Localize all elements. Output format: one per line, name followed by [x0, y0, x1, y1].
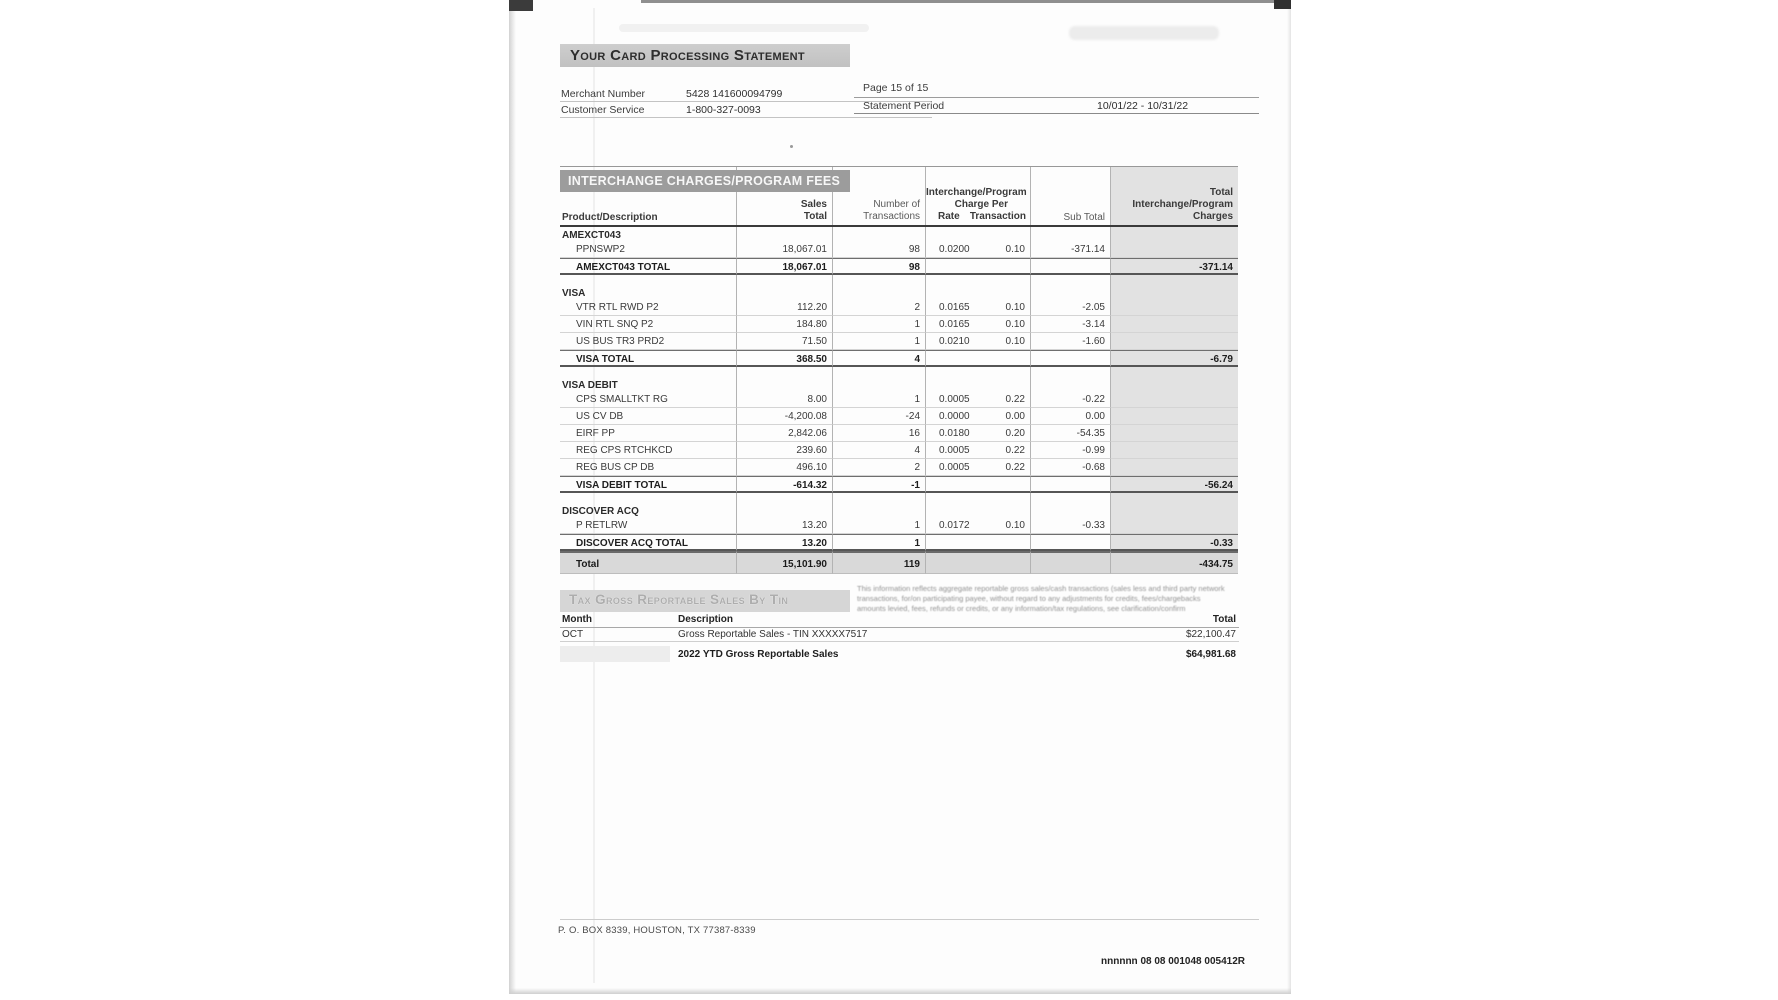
table-row: PPNSWP2 18,067.01 98 0.0200 0.10 -371.14 [560, 241, 1238, 258]
customer-service-row: Customer Service 1-800-327-0093 [560, 102, 932, 118]
tax-col-total: Total [1212, 614, 1236, 625]
customer-service-value: 1-800-327-0093 [686, 104, 761, 116]
tax-row-month: OCT [562, 629, 584, 640]
tax-table-header: Month Description Total [560, 614, 1239, 628]
statement-period-value: 10/01/22 - 10/31/22 [1097, 100, 1189, 112]
statement-period-row: Statement Period 10/01/22 - 10/31/22 [854, 97, 1259, 114]
tax-table: Month Description Total OCT Gross Report… [560, 614, 1239, 664]
fine-print-line: amounts levied, fees, refunds or credits… [857, 604, 1186, 613]
scan-smudge [560, 646, 670, 662]
table-row-group: AMEXCT043 [560, 227, 1238, 241]
table-row: CPS SMALLTKT RG 8.00 1 0.0005 0.22 -0.22 [560, 391, 1238, 408]
interchange-table-title: INTERCHANGE CHARGES/PROGRAM FEES [560, 170, 850, 192]
footer-code-bold: 001048 [1168, 956, 1202, 967]
table-total-row: AMEXCT043 TOTAL 18,067.01 98 -371.14 [560, 258, 1238, 275]
tax-col-month: Month [562, 614, 592, 625]
footer-code-suffix: 005412R [1201, 956, 1245, 967]
scan-dot [790, 145, 793, 148]
statement-title: Your Card Processing Statement [560, 44, 850, 67]
table-spacer-row [560, 367, 1238, 377]
scanned-statement-page: Your Card Processing Statement Merchant … [509, 0, 1291, 994]
col-rate-charge: Interchange/Program Charge Per Rate Tran… [925, 167, 1030, 225]
merchant-number-label: Merchant Number [561, 88, 646, 100]
table-row: VIN RTL SNQ P2 184.80 1 0.0165 0.10 -3.14 [560, 316, 1238, 333]
table-row: VTR RTL RWD P2 112.20 2 0.0165 0.10 -2.05 [560, 299, 1238, 316]
tax-section-title: Tax Gross Reportable Sales By Tin [560, 590, 850, 612]
col-sales-total: Sales Total [736, 167, 832, 225]
scan-smudge [1069, 26, 1219, 40]
tax-col-description: Description [678, 614, 734, 625]
merchant-info-block: Merchant Number 5428 141600094799 Custom… [560, 86, 932, 118]
footer-address: P. O. BOX 8339, HOUSTON, TX 77387-8339 [558, 925, 756, 936]
page-left-edge-shadow [509, 0, 516, 994]
table-row: REG CPS RTCHKCD 239.60 4 0.0005 0.22 -0.99 [560, 442, 1238, 459]
footer-code-prefix: nnnnnn 08 08 [1101, 956, 1169, 967]
table-row: EIRF PP 2,842.06 16 0.0180 0.20 -54.35 [560, 425, 1238, 442]
merchant-number-row: Merchant Number 5428 141600094799 [560, 86, 932, 102]
scan-artifact-top-right [1274, 0, 1291, 9]
table-grand-total-row: Total 15,101.90 119 -434.75 [560, 551, 1238, 574]
table-total-row: VISA DEBIT TOTAL -614.32 -1 -56.24 [560, 476, 1238, 493]
table-row: OCT Gross Reportable Sales - TIN XXXXX75… [560, 628, 1239, 642]
footer-document-code: nnnnnn 08 08 001048 005412R [895, 956, 1245, 967]
col-num-transactions: Number of Transactions [832, 167, 925, 225]
table-total-row: VISA TOTAL 368.50 4 -6.79 [560, 350, 1238, 367]
table-row: P RETLRW 13.20 1 0.0172 0.10 -0.33 [560, 517, 1238, 534]
interchange-table-body: AMEXCT043 PPNSWP2 18,067.01 98 0.0200 0.10 -37… [560, 227, 1238, 574]
ytd-label: 2022 YTD Gross Reportable Sales [678, 649, 839, 660]
ytd-total-value: $64,981.68 [1185, 649, 1236, 660]
scan-artifact-top-left [509, 0, 533, 11]
customer-service-label: Customer Service [561, 104, 645, 116]
fine-print-line: transactions, for/on participating payee… [857, 594, 1201, 603]
page-bottom-edge-shadow [509, 988, 1291, 994]
scan-smudge [619, 24, 869, 32]
table-row: US BUS TR3 PRD2 71.50 1 0.0210 0.10 -1.60 [560, 333, 1238, 350]
tax-row-total: $22,100.47 [1185, 629, 1236, 640]
interchange-table: INTERCHANGE CHARGES/PROGRAM FEES Product… [560, 166, 1238, 574]
table-spacer-row [560, 493, 1238, 503]
scan-artifact-top-line [641, 0, 1291, 3]
tax-fine-print: This information reflects aggregate repo… [857, 584, 1239, 614]
table-total-row: DISCOVER ACQ TOTAL 13.20 1 -0.33 [560, 534, 1238, 551]
merchant-number-value: 5428 141600094799 [686, 88, 783, 100]
table-row-group: VISA DEBIT [560, 377, 1238, 391]
page-info-block: Page 15 of 15 Statement Period 10/01/22 … [854, 80, 1259, 114]
footer-rule [560, 919, 1259, 920]
table-row-group: VISA [560, 285, 1238, 299]
scan-streak [593, 8, 595, 983]
ytd-total-row: 2022 YTD Gross Reportable Sales $64,981.… [560, 642, 1239, 664]
col-product: Product/Description [562, 212, 658, 223]
page-right-edge-shadow [1287, 0, 1291, 994]
fine-print-line: This information reflects aggregate repo… [857, 584, 1225, 593]
tax-row-description: Gross Reportable Sales - TIN XXXXX7517 [678, 629, 868, 640]
table-row: US CV DB -4,200.08 -24 0.0000 0.00 0.00 [560, 408, 1238, 425]
col-sub-total: Sub Total [1030, 167, 1110, 225]
interchange-table-header: Product/Description Sales Total Number o… [560, 167, 1238, 227]
table-row: REG BUS CP DB 496.10 2 0.0005 0.22 -0.68 [560, 459, 1238, 476]
page-number: Page 15 of 15 [863, 82, 929, 94]
statement-period-label: Statement Period [863, 100, 945, 112]
col-total-charges: Total Interchange/Program Charges [1110, 167, 1238, 225]
table-spacer-row [560, 275, 1238, 285]
table-row-group: DISCOVER ACQ [560, 503, 1238, 517]
